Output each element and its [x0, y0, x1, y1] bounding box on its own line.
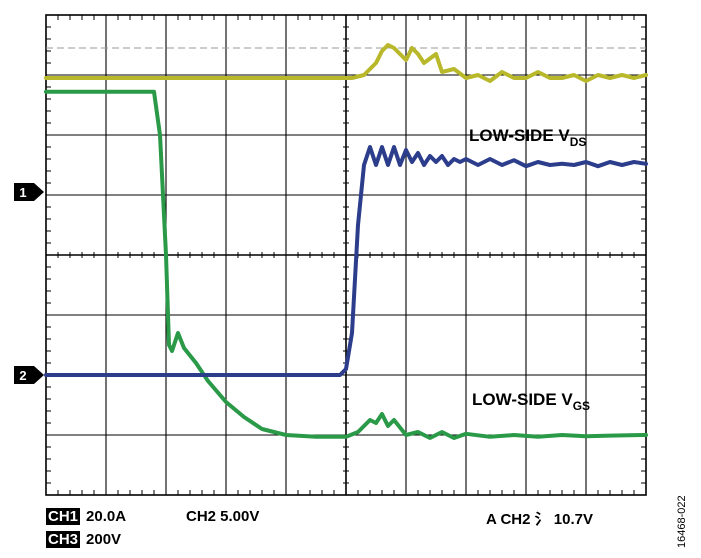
trace-ch1: [44, 43, 648, 83]
annotation-low-side-vds: LOW-SIDE VDS: [469, 126, 586, 149]
series-layer: [44, 43, 648, 440]
figure-id: 16468-022: [676, 495, 688, 548]
ch1-value: 20.0A: [86, 508, 127, 525]
trace-ch3: [44, 145, 648, 377]
ground-markers: 12: [14, 183, 44, 384]
annotations: LOW-SIDE VDS LOW-SIDE VGS: [469, 126, 590, 413]
ground-marker-label: 2: [19, 368, 26, 383]
trace-ch2: [44, 89, 648, 440]
ch2-setting: CH2 5.00V: [186, 508, 260, 525]
trigger-setting: A CH2 ⺡ 10.7V: [486, 511, 593, 528]
ch3-tag: CH3: [46, 531, 81, 548]
ch3-value: 200V: [86, 531, 122, 548]
ground-marker-label: 1: [19, 185, 26, 200]
ground-marker-2: [14, 366, 44, 384]
ch3-readout: CH3 200V: [46, 531, 121, 548]
ground-marker-1: [14, 183, 44, 201]
grid: [45, 14, 647, 496]
annotation-low-side-vgs: LOW-SIDE VGS: [472, 390, 590, 413]
ch1-tag: CH1: [46, 508, 81, 525]
ch1-readout: CH1 20.0A: [46, 508, 126, 525]
oscilloscope-plot: 12 LOW-SIDE VDS LOW-SIDE VGS: [14, 14, 648, 496]
